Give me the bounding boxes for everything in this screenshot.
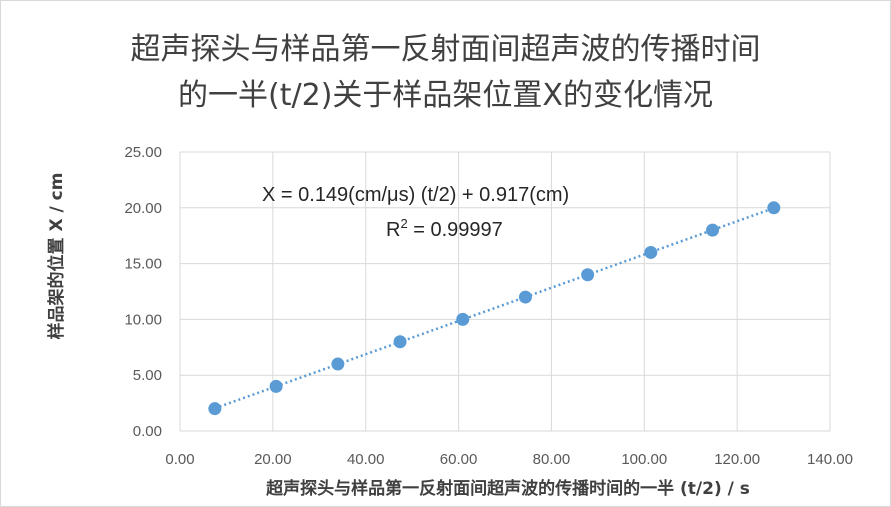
y-tick-label: 20.00 [124, 200, 162, 217]
x-tick-label: 80.00 [533, 451, 571, 468]
y-axis-ticks: 0.00 5.00 10.00 15.00 20.00 25.00 [124, 144, 162, 440]
y-tick-label: 15.00 [124, 256, 162, 273]
data-points [208, 201, 781, 416]
x-tick-label: 0.00 [165, 451, 194, 468]
data-point [456, 312, 470, 326]
y-tick-label: 25.00 [124, 144, 162, 161]
data-point [518, 290, 532, 304]
y-tick-label: 10.00 [124, 311, 162, 328]
data-point [581, 268, 595, 282]
x-tick-label: 100.00 [621, 451, 667, 468]
grid-lines [179, 151, 831, 432]
data-point [393, 335, 407, 349]
data-point [767, 201, 781, 215]
x-tick-label: 60.00 [440, 451, 478, 468]
data-point [208, 402, 222, 416]
data-point [706, 223, 720, 237]
x-tick-label: 140.00 [807, 451, 853, 468]
data-point [269, 379, 283, 393]
y-tick-label: 0.00 [133, 423, 162, 440]
y-axis-label: 样品架的位置 X / cm [46, 173, 67, 340]
y-tick-label: 5.00 [133, 367, 162, 384]
r-squared-label: R2 = 0.99997 [386, 216, 503, 241]
x-axis-ticks: 0.00 20.00 40.00 60.00 80.00 100.00 120.00 140.… [165, 451, 853, 468]
trendline [214, 206, 775, 410]
x-axis-label: 超声探头与样品第一反射面间超声波的传播时间的一半 (t/2) / s [266, 478, 750, 499]
chart-title-line2: 的一半(t/2)关于样品架位置X的变化情况 [178, 78, 713, 113]
data-point [644, 245, 658, 259]
x-tick-label: 40.00 [347, 451, 385, 468]
trendline-equation: X = 0.149(cm/μs) (t/2) + 0.917(cm) [262, 184, 569, 206]
x-tick-label: 120.00 [714, 451, 760, 468]
chart-title-line1: 超声探头与样品第一反射面间超声波的传播时间 [130, 32, 761, 67]
x-tick-label: 20.00 [254, 451, 292, 468]
data-point [331, 357, 345, 371]
